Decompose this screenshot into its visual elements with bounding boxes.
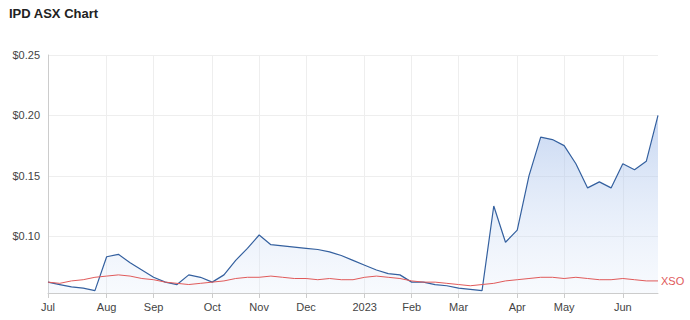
- svg-text:Apr: Apr: [509, 301, 526, 313]
- svg-text:$0.15: $0.15: [12, 170, 40, 182]
- svg-text:Mar: Mar: [449, 301, 468, 313]
- svg-text:$0.10: $0.10: [12, 230, 40, 242]
- svg-text:Jul: Jul: [41, 301, 55, 313]
- svg-text:XSO: XSO: [661, 275, 685, 287]
- svg-text:Sep: Sep: [144, 301, 164, 313]
- svg-text:May: May: [554, 301, 575, 313]
- svg-text:IPD ASX Chart: IPD ASX Chart: [9, 6, 99, 21]
- svg-text:Aug: Aug: [97, 301, 117, 313]
- svg-text:Feb: Feb: [402, 301, 421, 313]
- svg-text:Nov: Nov: [249, 301, 269, 313]
- svg-text:Dec: Dec: [296, 301, 316, 313]
- svg-text:Jun: Jun: [614, 301, 632, 313]
- svg-text:$0.25: $0.25: [12, 49, 40, 61]
- svg-text:Oct: Oct: [204, 301, 221, 313]
- svg-text:2023: 2023: [352, 301, 376, 313]
- svg-text:$0.20: $0.20: [12, 109, 40, 121]
